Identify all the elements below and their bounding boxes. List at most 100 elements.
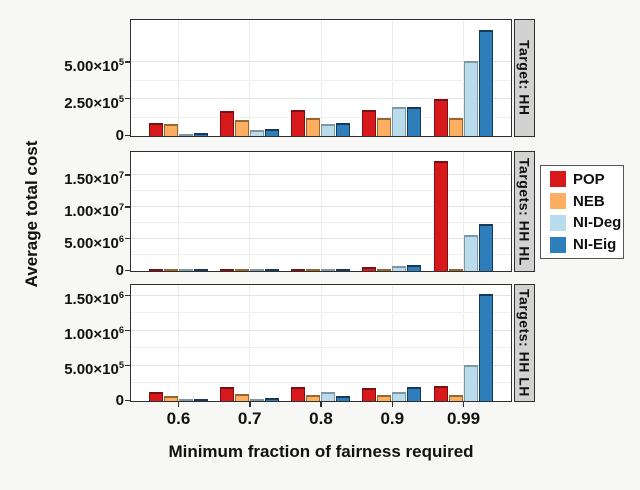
y-tick-mark bbox=[125, 364, 130, 367]
gridline-minor bbox=[131, 254, 511, 256]
y-tick-mark bbox=[125, 269, 130, 272]
legend-label: POP bbox=[573, 170, 605, 188]
bar-ni-eig-0.9 bbox=[407, 387, 422, 401]
bar-ni-eig-0.6 bbox=[193, 132, 208, 136]
gridline-vertical bbox=[178, 20, 179, 136]
facet-strip-label: Target: HH bbox=[516, 40, 533, 116]
gridline-major bbox=[131, 61, 511, 63]
legend-swatch-pop bbox=[550, 171, 566, 188]
facet-strip: Target: HH bbox=[514, 19, 535, 137]
gridline-major bbox=[131, 206, 511, 208]
bar-neb-0.99 bbox=[448, 269, 463, 271]
bar-neb-0.9 bbox=[377, 269, 392, 271]
y-tick-label: 1.00×106 bbox=[64, 325, 124, 344]
gridline-vertical bbox=[178, 285, 179, 401]
y-tick-label: 1.50×106 bbox=[64, 290, 124, 309]
bar-ni-deg-0.9 bbox=[392, 391, 407, 401]
bar-ni-eig-0.9 bbox=[407, 265, 422, 271]
gridline-major bbox=[131, 294, 511, 296]
legend-entry-pop: POP bbox=[550, 171, 623, 188]
bar-ni-eig-0.8 bbox=[336, 395, 350, 401]
facet-strip: Targets: HH LH bbox=[514, 284, 535, 402]
bar-ni-deg-0.7 bbox=[249, 129, 264, 136]
x-tick-label: 0.8 bbox=[309, 409, 333, 428]
bar-ni-deg-0.99 bbox=[463, 364, 478, 401]
bar-neb-0.99 bbox=[448, 118, 463, 136]
gridline-major bbox=[131, 174, 511, 176]
bar-neb-0.8 bbox=[306, 395, 320, 401]
y-tick-label: 0 bbox=[115, 391, 124, 409]
bar-pop-0.8 bbox=[291, 109, 305, 136]
legend-label: NEB bbox=[573, 192, 605, 210]
legend-swatch-ni-eig bbox=[550, 236, 566, 253]
x-tick-mark bbox=[320, 402, 322, 407]
legend-swatch-neb bbox=[550, 193, 566, 210]
bar-neb-0.8 bbox=[306, 118, 320, 136]
legend-entry-ni-deg: NI-Deg bbox=[550, 214, 623, 231]
bar-pop-0.8 bbox=[291, 269, 305, 271]
x-axis-title: Minimum fraction of fairness required bbox=[168, 442, 474, 461]
bar-ni-deg-0.7 bbox=[249, 269, 264, 271]
gridline-minor bbox=[131, 190, 511, 192]
y-tick-mark bbox=[125, 329, 130, 332]
y-tick-mark bbox=[125, 399, 130, 402]
y-tick-label: 0 bbox=[115, 126, 124, 144]
facet-strip-label: Targets: HH LH bbox=[516, 289, 533, 397]
bar-ni-eig-0.99 bbox=[478, 224, 493, 271]
legend-label: NI-Deg bbox=[573, 214, 622, 232]
y-tick-mark bbox=[125, 97, 130, 100]
gridline-major bbox=[131, 364, 511, 366]
facet-panel-1 bbox=[130, 19, 512, 137]
bar-ni-deg-0.9 bbox=[392, 266, 407, 271]
bar-neb-0.9 bbox=[377, 118, 392, 136]
y-tick-mark bbox=[125, 294, 130, 297]
facet-panel-3 bbox=[130, 284, 512, 402]
bar-neb-0.99 bbox=[448, 395, 463, 401]
legend-label: NI-Eig bbox=[573, 236, 617, 254]
bar-neb-0.7 bbox=[234, 394, 249, 401]
x-tick-mark bbox=[249, 402, 251, 407]
facet-strip-label: Targets: HH HL bbox=[516, 157, 533, 266]
bar-ni-deg-0.7 bbox=[249, 398, 264, 401]
y-tick-mark bbox=[125, 237, 130, 240]
y-tick-mark bbox=[125, 174, 130, 176]
bar-neb-0.8 bbox=[306, 269, 320, 271]
y-tick-label: 5.00×105 bbox=[64, 360, 124, 379]
gridline-vertical bbox=[249, 285, 250, 401]
bar-ni-eig-0.9 bbox=[407, 107, 422, 136]
y-tick-label: 1.00×107 bbox=[64, 201, 124, 220]
bar-pop-0.7 bbox=[219, 110, 234, 136]
gridline-vertical bbox=[463, 152, 464, 271]
gridline-vertical bbox=[321, 152, 322, 271]
legend: POP NEB NI-Deg NI-Eig bbox=[540, 165, 624, 259]
bar-neb-0.7 bbox=[234, 269, 249, 271]
facet-panel-2 bbox=[130, 151, 512, 272]
bar-ni-eig-0.8 bbox=[336, 122, 350, 136]
bar-ni-eig-0.7 bbox=[264, 128, 279, 136]
x-tick-label: 0.7 bbox=[237, 409, 262, 428]
x-tick-mark bbox=[391, 402, 393, 407]
x-tick-label: 0.6 bbox=[166, 409, 191, 428]
gridline-vertical bbox=[392, 285, 393, 401]
legend-swatch-ni-deg bbox=[550, 214, 566, 231]
bar-pop-0.99 bbox=[433, 99, 448, 136]
bar-ni-eig-0.99 bbox=[478, 293, 493, 401]
bar-ni-deg-0.6 bbox=[178, 269, 193, 271]
bar-ni-eig-0.6 bbox=[193, 399, 208, 401]
bar-pop-0.9 bbox=[362, 387, 377, 401]
bar-pop-0.7 bbox=[219, 387, 234, 401]
gridline-minor bbox=[131, 312, 511, 314]
y-tick-label: 5.00×106 bbox=[64, 233, 124, 252]
gridline-vertical bbox=[321, 20, 322, 136]
gridline-vertical bbox=[463, 285, 464, 401]
y-tick-mark bbox=[125, 134, 130, 137]
gridline-vertical bbox=[249, 152, 250, 271]
bar-pop-0.6 bbox=[148, 391, 163, 401]
y-tick-label: 1.50×107 bbox=[64, 169, 124, 188]
gridline-minor bbox=[131, 382, 511, 384]
bar-pop-0.99 bbox=[433, 385, 448, 401]
bar-neb-0.6 bbox=[163, 123, 178, 136]
bar-ni-deg-0.99 bbox=[463, 235, 478, 271]
bar-neb-0.9 bbox=[377, 395, 392, 401]
